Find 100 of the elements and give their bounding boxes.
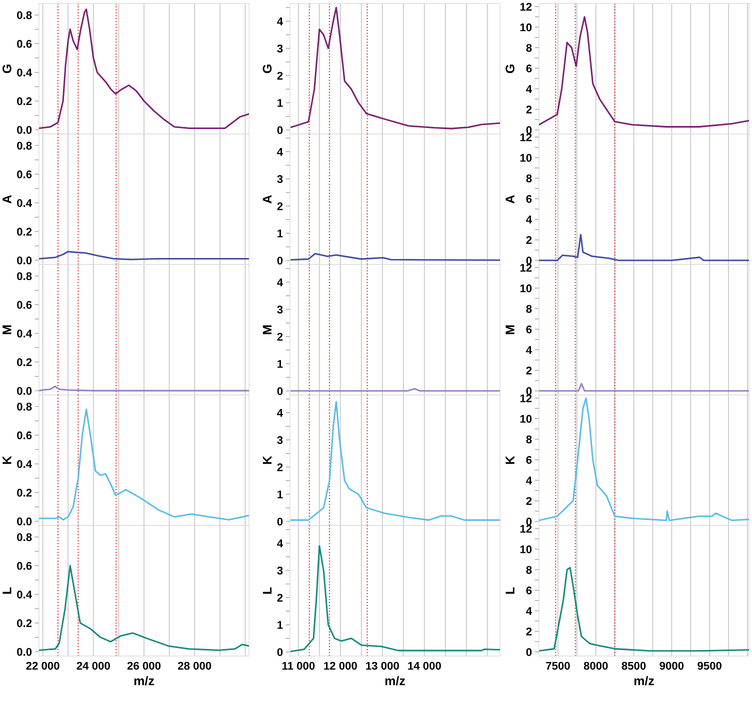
y-tick-label: 1 — [278, 490, 283, 498]
y-tick-label: 0.2 — [17, 619, 32, 628]
y-axis-title: L — [2, 587, 12, 594]
y-tick-label: 0.6 — [17, 300, 32, 309]
y-axis-title: K — [262, 456, 272, 464]
y-tick-label: 0.2 — [17, 97, 32, 106]
y-axis-title: K — [2, 456, 12, 464]
x-tick-label: 9000 — [660, 662, 684, 670]
y-tick-label: 2 — [277, 72, 283, 80]
y-tick-label: 0 — [277, 648, 283, 656]
line-series — [539, 16, 749, 128]
y-tick-label: 6 — [526, 64, 532, 72]
y-tick-label: 0 — [277, 256, 283, 265]
y-tick-label: 10 — [520, 414, 532, 423]
y-tick-label: 0.4 — [17, 330, 32, 338]
y-tick-label: 12 — [520, 133, 532, 142]
y-tick-label: 1 — [278, 621, 283, 629]
x-tick-label: 13 000 — [366, 662, 399, 670]
y-tick-label: 0 — [277, 518, 283, 526]
line-series — [39, 408, 249, 521]
y-tick-label: 0.6 — [17, 431, 32, 440]
y-tick-label: 4 — [277, 278, 283, 286]
x-tick-label: 22 000 — [26, 662, 60, 670]
x-tick-label: 12 000 — [324, 662, 357, 670]
y-tick-label: 0.0 — [17, 126, 32, 134]
y-tick-label: 0.0 — [17, 648, 32, 656]
y-tick-label: 3 — [277, 436, 283, 444]
y-axis-title: G — [506, 64, 514, 74]
y-tick-label: 4 — [277, 409, 283, 417]
y-tick-label: 0.4 — [17, 590, 32, 598]
y-tick-label: 8 — [526, 174, 532, 182]
y-tick-label: 4 — [526, 216, 532, 224]
y-tick-label: 6 — [526, 586, 532, 594]
y-tick-label: 0.8 — [17, 11, 32, 20]
x-tick-label: 24 000 — [76, 662, 110, 670]
y-tick-label: 0.4 — [17, 68, 32, 76]
y-tick-label: 0.2 — [17, 488, 32, 497]
x-tick-label: 14 000 — [408, 662, 441, 670]
y-tick-label: 10 — [520, 154, 532, 162]
y-tick-label: 8 — [526, 435, 532, 444]
y-tick-label: 4 — [277, 148, 283, 156]
y-tick-label: 3 — [277, 566, 283, 575]
y-tick-label: 0.6 — [17, 170, 32, 178]
y-tick-label: 0 — [526, 126, 532, 134]
y-tick-label: 2 — [526, 497, 532, 505]
line-series — [539, 397, 749, 522]
x-tick-label: 28 000 — [178, 662, 212, 670]
y-axis-title: L — [262, 587, 272, 594]
line-series — [539, 566, 749, 652]
y-tick-label: 2 — [277, 463, 283, 472]
y-tick-label: 2 — [277, 332, 283, 341]
y-tick-label: 0.8 — [17, 402, 32, 411]
y-tick-label: 4 — [277, 540, 283, 548]
y-tick-label: 10 — [520, 284, 532, 292]
line-series — [39, 250, 249, 260]
x-tick-label: 8000 — [584, 662, 608, 670]
y-tick-label: 12 — [520, 2, 532, 11]
y-tick-label: 3 — [277, 306, 283, 314]
y-tick-label: 12 — [520, 264, 532, 272]
y-tick-label: 4 — [526, 346, 532, 354]
y-tick-label: 4 — [277, 18, 283, 26]
x-tick-label: 11 000 — [282, 662, 315, 670]
line-series — [290, 6, 500, 130]
y-tick-label: 3 — [277, 175, 283, 184]
y-axis-title: L — [506, 587, 514, 594]
y-tick-label: 4 — [526, 476, 532, 484]
x-axis-title: m/z — [385, 676, 405, 686]
y-tick-label: 12 — [520, 394, 532, 402]
y-axis-title: G — [2, 64, 12, 74]
y-tick-label: 0.8 — [17, 533, 32, 542]
y-tick-label: 4 — [526, 607, 532, 615]
y-tick-label: 0.8 — [17, 142, 32, 150]
y-tick-label: 0.2 — [17, 358, 32, 366]
line-series — [290, 545, 500, 652]
x-axis-title: m/z — [634, 676, 654, 686]
y-axis-title: A — [2, 195, 12, 204]
y-tick-label: 0.6 — [17, 562, 32, 570]
line-series — [39, 564, 249, 652]
y-axis-title: K — [506, 456, 514, 464]
y-tick-label: 0.4 — [17, 199, 32, 207]
y-tick-label: 6 — [526, 456, 532, 464]
y-tick-label: 0.8 — [17, 272, 32, 280]
x-axis-title: m/z — [134, 676, 154, 686]
y-tick-label: 8 — [526, 44, 532, 52]
y-tick-label: 8 — [526, 304, 532, 313]
y-axis-title: M — [262, 325, 272, 334]
y-axis-title: A — [262, 195, 272, 204]
y-tick-label: 0.0 — [17, 256, 32, 264]
y-axis-title: M — [2, 325, 12, 334]
y-tick-label: 0.0 — [17, 517, 32, 526]
y-axis-title: A — [506, 195, 514, 204]
y-tick-label: 2 — [277, 594, 283, 602]
line-series — [290, 401, 500, 521]
x-tick-label: 9500 — [698, 662, 722, 670]
y-tick-label: 0.0 — [17, 386, 32, 395]
y-tick-label: 2 — [526, 236, 532, 244]
y-tick-label: 3 — [277, 44, 283, 53]
x-tick-label: 8500 — [622, 662, 646, 670]
line-series — [39, 8, 249, 130]
y-tick-label: 4 — [526, 85, 532, 93]
